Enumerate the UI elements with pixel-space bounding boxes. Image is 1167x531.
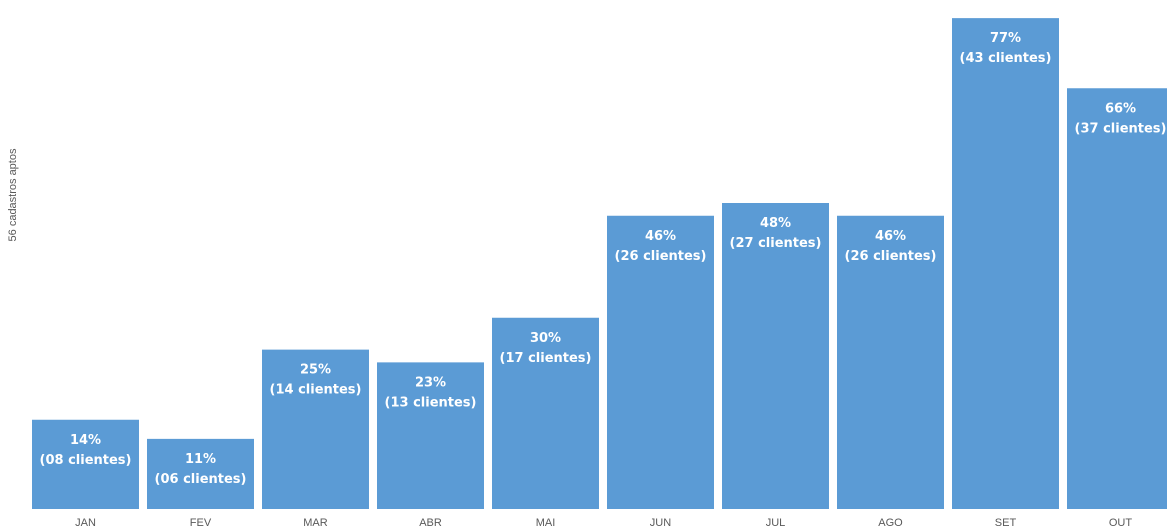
bar-jul [722,203,829,509]
x-tick-label: JAN [75,517,96,529]
bar-percent-label: 46% [645,229,676,244]
bar-percent-label: 14% [70,433,101,448]
x-tick-label: ABR [419,517,442,529]
bar-clients-label: (27 clientes) [730,236,822,251]
bar-jun [607,215,714,509]
bar-percent-label: 25% [300,363,331,378]
bar-clients-label: (08 clientes) [40,453,132,468]
bar-mai [492,317,599,509]
bar-percent-label: 48% [760,216,791,231]
bar-clients-label: (26 clientes) [845,249,937,264]
bar-fev [147,438,254,509]
bar-clients-label: (06 clientes) [155,472,247,487]
bar-clients-label: (17 clientes) [500,351,592,366]
bar-mar [262,349,369,509]
bar-percent-label: 23% [415,375,446,390]
x-axis-ticks: JAN FEV MAR ABR MAI JUN JUL AGO SET OUT [75,517,1132,529]
bar-percent-label: 11% [185,452,216,467]
x-tick-label: SET [995,517,1017,529]
bar-abr [377,362,484,509]
bar-labels-group: 14% (08 clientes) 11% (06 clientes) 25% (14 c… [40,31,1167,487]
x-tick-label: OUT [1109,517,1133,529]
bar-percent-label: 46% [875,229,906,244]
bar-clients-label: (13 clientes) [385,395,477,410]
y-axis-label: 56 cadastros aptos [7,148,19,241]
x-tick-label: JUN [650,517,671,529]
bar-set [952,18,1059,509]
bar-percent-label: 77% [990,31,1021,46]
x-tick-label: MAI [536,517,556,529]
x-tick-label: JUL [766,517,786,529]
bar-out [1067,88,1167,509]
bar-clients-label: (26 clientes) [615,249,707,264]
x-tick-label: MAR [303,517,328,529]
x-tick-label: AGO [878,517,903,529]
bar-jan [32,419,139,509]
bar-percent-label: 66% [1105,101,1136,116]
bar-percent-label: 30% [530,331,561,346]
bar-clients-label: (43 clientes) [960,51,1052,66]
bar-ago [837,215,944,509]
x-tick-label: FEV [190,517,212,529]
bars-group [32,18,1167,509]
bar-clients-label: (14 clientes) [270,383,362,398]
bar-clients-label: (37 clientes) [1075,121,1167,136]
